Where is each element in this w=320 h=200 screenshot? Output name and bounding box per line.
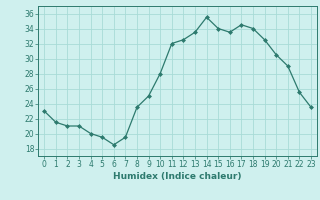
- X-axis label: Humidex (Indice chaleur): Humidex (Indice chaleur): [113, 172, 242, 181]
